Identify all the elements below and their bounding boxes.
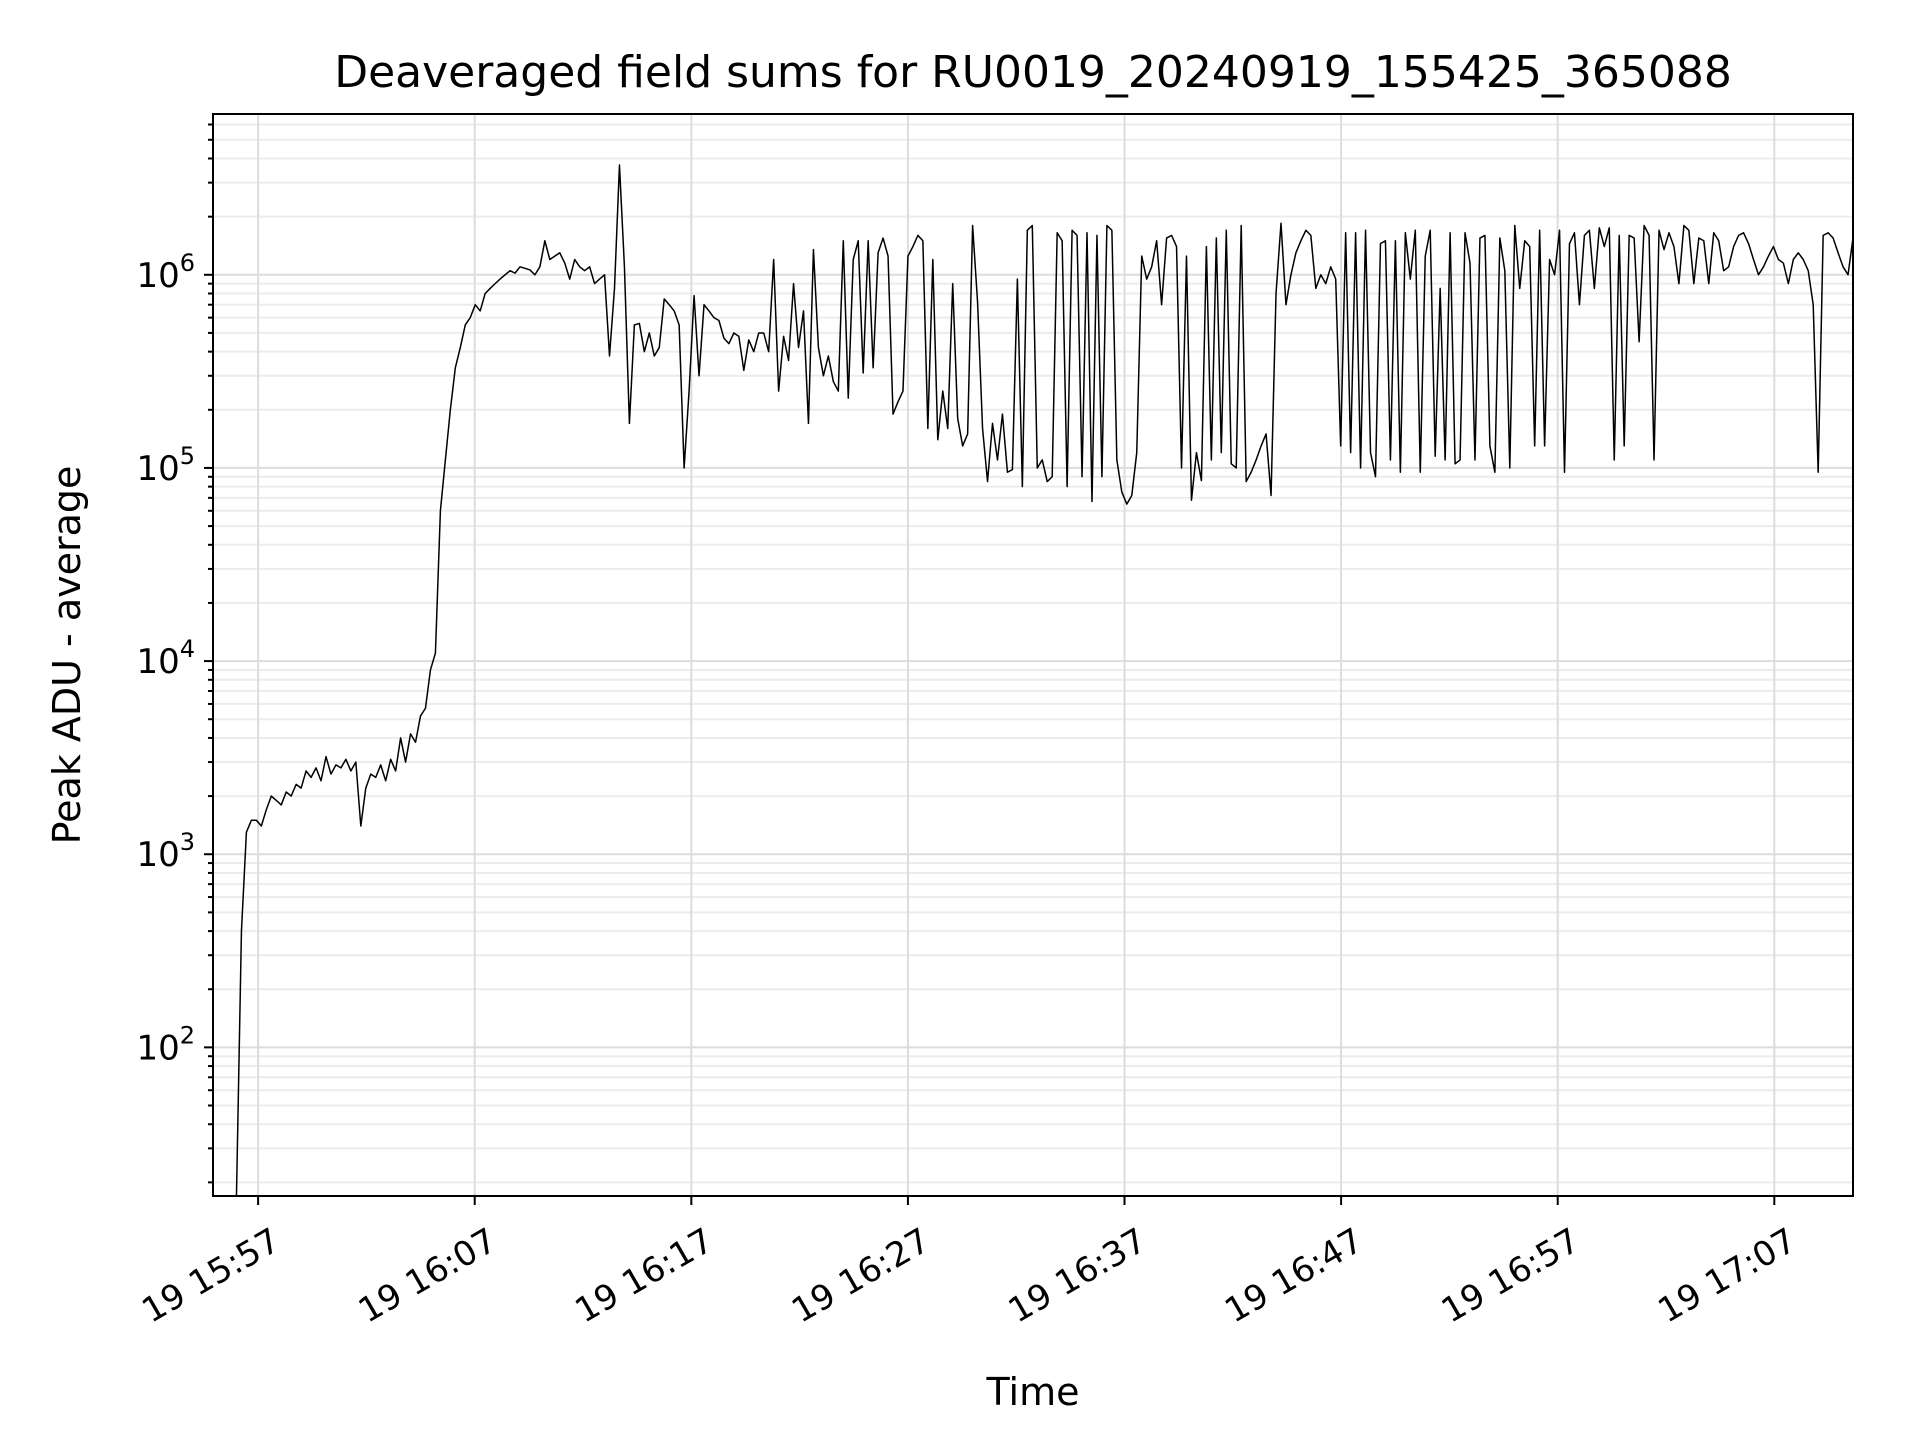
y-tick-label: 102 <box>136 1021 195 1068</box>
series-line <box>235 164 1854 1197</box>
y-tick-label: 105 <box>136 442 195 489</box>
y-tick-label: 106 <box>136 249 195 296</box>
y-axis-ticks: 102 103 104 105 106 <box>136 249 213 1068</box>
y-axis-label: Peak ADU - average <box>45 466 89 845</box>
grid <box>208 114 1853 1196</box>
y-tick-label: 103 <box>136 828 195 875</box>
x-axis-label: Time <box>986 1370 1080 1414</box>
chart-title: Deaveraged field sums for RU0019_2024091… <box>334 47 1732 98</box>
y-tick-label: 104 <box>136 635 195 682</box>
plot-frame <box>212 113 1854 1197</box>
